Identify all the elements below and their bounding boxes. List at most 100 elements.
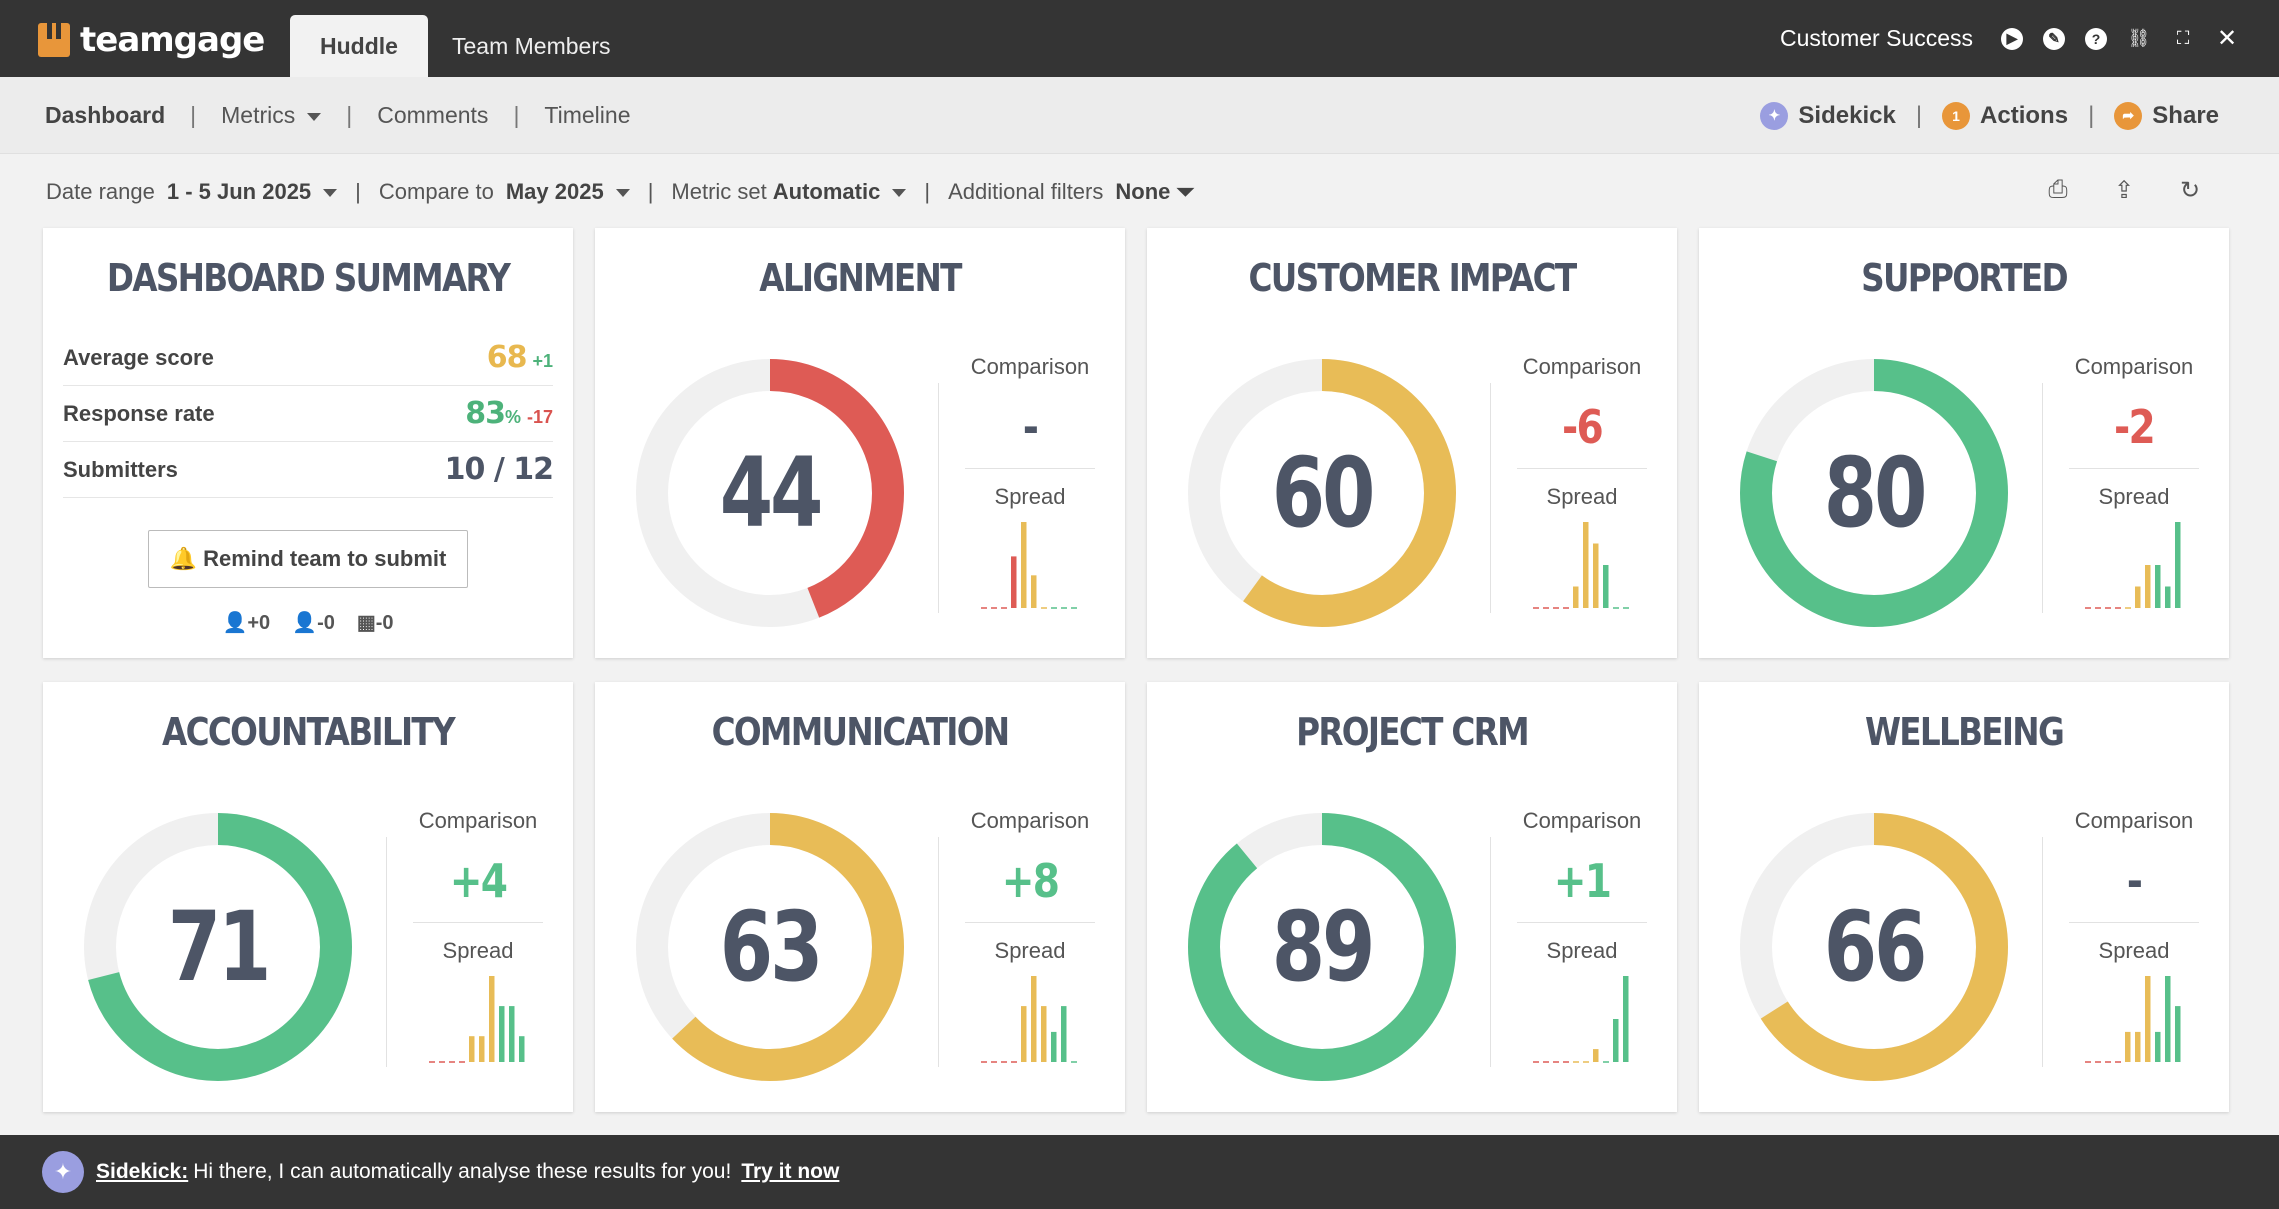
filter-icon: ⏷ xyxy=(1176,179,1195,204)
metric-card-supported[interactable]: SUPPORTED 80 Comparison -2 Spread xyxy=(1699,228,2229,658)
play-icon[interactable]: ▶ xyxy=(2001,27,2023,50)
print-icon[interactable]: ⎙ xyxy=(2048,176,2068,203)
date-range-value: 1 - 5 Jun 2025 xyxy=(166,179,312,204)
metric-card-wellbeing[interactable]: WELLBEING 66 Comparison - Spread xyxy=(1699,682,2229,1112)
sidekick-link[interactable]: Sidekick: xyxy=(96,1160,189,1183)
compare-select[interactable]: May 2025 xyxy=(506,179,630,205)
chevron-down-icon xyxy=(307,112,322,121)
compare-value: May 2025 xyxy=(505,179,604,204)
spread-bar xyxy=(1021,522,1027,608)
spread-bar xyxy=(499,1006,505,1062)
submitter-counts: 👤+0 👤-0 ▦-0 xyxy=(43,610,573,635)
divider xyxy=(386,837,387,1067)
divider xyxy=(1517,468,1647,469)
spread-histogram xyxy=(2085,522,2181,609)
spread-bar xyxy=(1061,1006,1067,1062)
chat-icon[interactable]: ✎ xyxy=(2043,27,2065,50)
tab-team-members[interactable]: Team Members xyxy=(452,33,611,59)
nav-separator: | xyxy=(346,102,353,128)
tab-huddle[interactable]: Huddle xyxy=(290,15,428,77)
comparison-value: - xyxy=(2126,854,2143,908)
metric-card-customer-impact[interactable]: CUSTOMER IMPACT 60 Comparison -6 Spread xyxy=(1147,228,1677,658)
additional-filters-label: Additional filters xyxy=(948,179,1104,204)
comparison-value: -2 xyxy=(2113,400,2156,454)
score-donut xyxy=(1188,359,1456,627)
team-name[interactable]: Customer Success xyxy=(1779,25,1973,51)
try-it-now-link[interactable]: Try it now xyxy=(741,1160,840,1183)
divider xyxy=(2042,383,2043,613)
comparison-label: Comparison xyxy=(418,808,538,833)
export-icon[interactable]: ⇪ xyxy=(2113,177,2135,204)
teamgage-logo[interactable]: teamgage xyxy=(38,20,265,60)
nav-dashboard[interactable]: Dashboard xyxy=(45,102,166,128)
spread-bar xyxy=(1623,976,1629,1062)
metric-set-label: Metric set xyxy=(671,179,767,204)
nav-comments[interactable]: Comments xyxy=(377,102,489,128)
fullscreen-icon[interactable]: ⛶ xyxy=(2176,28,2190,48)
spread-bar xyxy=(1573,586,1579,608)
nav-timeline[interactable]: Timeline xyxy=(544,102,631,128)
actions-button[interactable]: 1 Actions xyxy=(1942,101,2068,130)
spread-bar xyxy=(2175,522,2181,608)
share-button[interactable]: ➦ Share xyxy=(2114,101,2219,130)
comparison-label: Comparison xyxy=(970,808,1090,833)
summary-card: DASHBOARD SUMMARY Average score 68 +1 Res… xyxy=(43,228,573,658)
remind-team-button[interactable]: 🔔 Remind team to submit xyxy=(148,530,468,588)
spread-bar xyxy=(489,976,495,1062)
added-count-value: +0 xyxy=(247,612,271,634)
summary-value: 10 / 12 xyxy=(444,452,554,487)
help-icon[interactable]: ? xyxy=(2085,27,2107,50)
nav-separator: | xyxy=(513,102,520,128)
comparison-label: Comparison xyxy=(2074,354,2194,379)
app-header: teamgage Huddle Team Members Customer Su… xyxy=(0,0,2279,77)
divider xyxy=(2042,837,2043,1067)
compare-label: Compare to xyxy=(378,179,494,204)
date-range-select[interactable]: 1 - 5 Jun 2025 xyxy=(166,179,338,205)
dashboard-nav: Dashboard | Metrics | Comments | Timelin… xyxy=(0,77,2279,154)
summary-value: 83 xyxy=(465,396,506,431)
summary-label: Submitters xyxy=(63,456,178,482)
summary-unit: % xyxy=(504,407,521,427)
spread-label: Spread xyxy=(994,938,1066,963)
spread-histogram xyxy=(1533,522,1629,609)
metric-card-communication[interactable]: COMMUNICATION 63 Comparison +8 Spread xyxy=(595,682,1125,1112)
spread-bar xyxy=(2175,1006,2181,1062)
spread-label: Spread xyxy=(2098,938,2170,963)
refresh-icon[interactable]: ↻ xyxy=(2179,177,2201,204)
donut-arc xyxy=(1188,359,1456,627)
metric-title: ALIGNMENT xyxy=(759,256,962,300)
donut-arc xyxy=(84,813,352,1081)
divider xyxy=(938,383,939,613)
spread-bar xyxy=(2125,1031,2131,1062)
summary-delta: -17 xyxy=(526,407,553,427)
divider xyxy=(965,468,1095,469)
brand-name: teamgage xyxy=(80,20,265,60)
comparison-value: +8 xyxy=(1001,854,1060,908)
removed-count-value: -0 xyxy=(317,612,335,634)
close-icon[interactable]: ✕ xyxy=(2216,25,2238,52)
metric-card-accountability[interactable]: ACCOUNTABILITY 71 Comparison +4 Spread xyxy=(43,682,573,1112)
metric-score: 44 xyxy=(719,437,824,549)
spread-bar xyxy=(2135,1031,2141,1062)
comparison-value: +4 xyxy=(449,854,508,908)
spread-bar xyxy=(1051,1031,1057,1062)
added-count: 👤+0 xyxy=(222,610,270,635)
filter-bar: Date range 1 - 5 Jun 2025 | Compare to M… xyxy=(46,172,1194,212)
person-icon: 👤 xyxy=(222,612,248,634)
spread-bar xyxy=(2155,1031,2161,1062)
metric-card-alignment[interactable]: ALIGNMENT 44 Comparison - Spread xyxy=(595,228,1125,658)
link-icon[interactable]: ⛓ xyxy=(2127,28,2151,48)
sidekick-button[interactable]: ✦ Sidekick xyxy=(1760,101,1896,130)
donut-arc xyxy=(1188,813,1456,1081)
nav-separator: | xyxy=(2088,101,2095,129)
header-tools: Customer Success ▶ ✎ ? ⛓ ⛶ ✕ xyxy=(1780,0,2239,77)
additional-filters-select[interactable]: None ⏷ xyxy=(1115,179,1194,205)
nav-metrics[interactable]: Metrics xyxy=(221,102,322,129)
summary-row-response: Response rate 83% -17 xyxy=(63,386,553,442)
metric-score: 60 xyxy=(1271,437,1376,549)
metric-set-select[interactable]: Automatic xyxy=(773,179,907,205)
metric-card-project-crm[interactable]: PROJECT CRM 89 Comparison +1 Spread xyxy=(1147,682,1677,1112)
building-count-value: -0 xyxy=(375,612,394,634)
metric-title: CUSTOMER IMPACT xyxy=(1248,256,1578,300)
spread-bar xyxy=(2135,586,2141,608)
